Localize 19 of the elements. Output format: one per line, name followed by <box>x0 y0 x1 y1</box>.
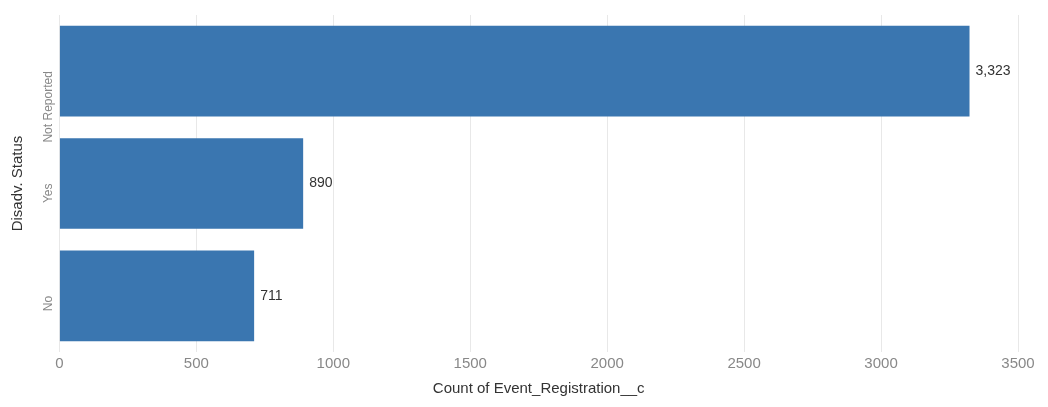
y-axis-title: Disadv. Status <box>8 135 26 232</box>
y-tick-label: No <box>40 295 55 312</box>
x-tick-label: 1000 <box>316 354 350 372</box>
bar <box>59 25 970 117</box>
x-axis-title: Count of Event_Registration__c <box>432 379 646 397</box>
y-tick-label: Yes <box>40 183 55 204</box>
x-tick-label: 3000 <box>864 354 898 372</box>
data-label: 890 <box>309 174 333 191</box>
x-tick-label: 500 <box>183 354 209 372</box>
x-tick-label: 3500 <box>1001 354 1035 372</box>
bar <box>59 250 255 342</box>
x-tick-label: 2000 <box>590 354 624 372</box>
y-tick-label: Not Reported <box>40 71 55 143</box>
data-label: 3,323 <box>975 62 1011 79</box>
x-tick-label: 0 <box>55 354 64 372</box>
x-tick-label: 2500 <box>727 354 761 372</box>
data-label: 711 <box>260 286 283 303</box>
x-tick-label: 1500 <box>453 354 487 372</box>
bar <box>59 138 304 229</box>
